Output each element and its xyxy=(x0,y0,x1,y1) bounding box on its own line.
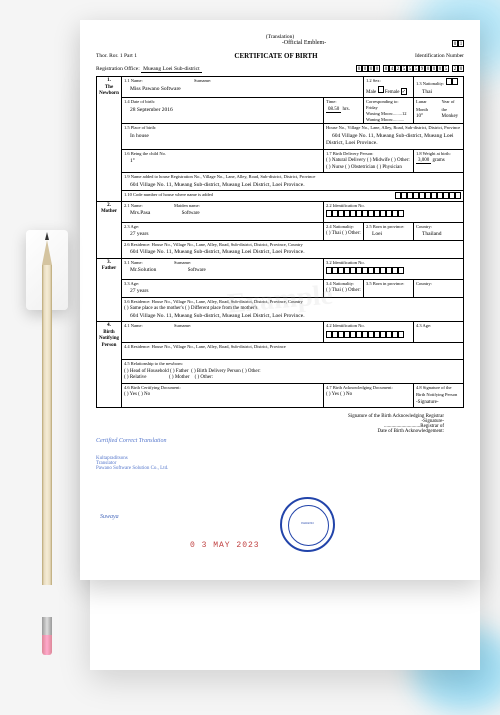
mother-country: Thailand xyxy=(416,231,442,237)
birth-weight: 3,000 xyxy=(416,158,431,164)
birth-address: 604 Village No. 11, Mueang Sub-district,… xyxy=(326,133,454,147)
emblem-label: -Official Emblem- xyxy=(282,40,326,46)
pencil-prop xyxy=(42,265,52,655)
mother-name: Mrs.Pasa xyxy=(124,210,150,216)
birth-place: In house xyxy=(124,133,149,139)
top-right-box: 01 xyxy=(452,40,464,47)
id-boxes: 0000 04255 59000 520 xyxy=(356,65,464,72)
father-res: 604 Village No. 11, Mueang Sub-district,… xyxy=(124,313,305,319)
certificate-title: CERTIFICATE OF BIRTH xyxy=(234,52,317,60)
newborn-nat: Thai xyxy=(416,89,432,95)
s4-label: Birth Notifying Person xyxy=(99,330,119,350)
mother-age: 27 years xyxy=(124,231,148,237)
cert-correct: Certified Correct Translation xyxy=(96,438,464,444)
father-name: Mr.Solution xyxy=(124,267,156,273)
company-name: Pawano Software Solution Co., Ltd. xyxy=(96,466,168,471)
father-age: 27 years xyxy=(124,288,148,294)
company-stamp: PAWANO xyxy=(280,497,335,552)
father-surname: Software xyxy=(188,268,206,273)
newborn-name: Miss Pawano Software xyxy=(124,86,181,92)
id-label: Identification Number xyxy=(415,53,464,59)
s1-label: The Newborn xyxy=(99,85,119,98)
translator-sig: Suwaya xyxy=(100,514,119,520)
birth-time: 08.50 xyxy=(326,107,341,113)
name-added-addr: 604 Village No. 11, Mueang Sub-district,… xyxy=(124,182,305,188)
reg-office-label: Registration Office: xyxy=(96,66,140,72)
child-no: 1 xyxy=(124,158,133,164)
zodiac: Monkey xyxy=(442,114,459,119)
mother-res: 604 Village No. 11, Mueang Sub-district,… xyxy=(124,249,305,255)
mother-born: Loei xyxy=(366,231,382,237)
certificate-document: Example (Translation) -Official Emblem- … xyxy=(80,20,480,580)
dob: 28 September 2016 xyxy=(124,107,173,113)
s2-label: Mother xyxy=(99,209,119,216)
main-table: 1. The Newborn 1.1 Name: Surname: Miss P… xyxy=(96,76,464,408)
reg-office-value: Mueang Loei Sub-district xyxy=(141,66,202,73)
mother-maiden: Software xyxy=(182,211,200,216)
s3-label: Father xyxy=(99,266,119,273)
form-number: Thor. Ror. 1 Part 1 xyxy=(96,53,137,59)
date-stamp: 0 3 MAY 2023 xyxy=(190,541,260,550)
